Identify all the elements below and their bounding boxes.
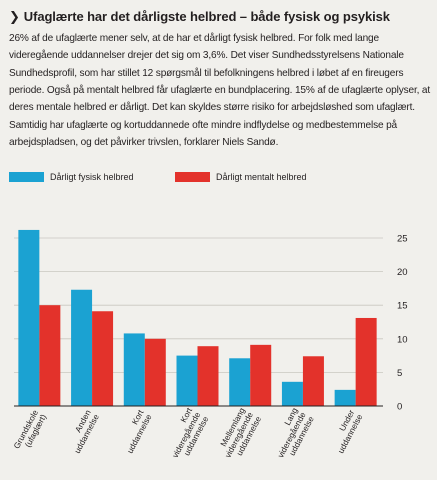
x-tick-label: Grundskole(ufaglært) bbox=[11, 408, 48, 455]
bar-mentalt bbox=[250, 344, 272, 406]
bar-mentalt bbox=[144, 338, 166, 406]
legend-item-fysisk: Dårligt fysisk helbred bbox=[9, 172, 134, 182]
y-tick-label: 25 bbox=[397, 234, 408, 245]
bar-fysisk bbox=[334, 389, 356, 406]
legend-swatch-fysisk bbox=[9, 172, 44, 182]
x-tick-label: Mellemlangvideregåendeuddannelse bbox=[214, 406, 263, 464]
bar-mentalt bbox=[39, 305, 61, 406]
headline: ❯ Ufaglærte har det dårligste helbred – b… bbox=[9, 9, 429, 25]
bar-fysisk bbox=[71, 289, 93, 406]
bar-mentalt bbox=[197, 346, 219, 406]
legend-label-mentalt: Dårligt mentalt helbred bbox=[216, 172, 307, 182]
legend-label-fysisk: Dårligt fysisk helbred bbox=[50, 172, 134, 182]
chevron-right-icon: ❯ bbox=[9, 9, 20, 24]
bar-mentalt bbox=[302, 356, 324, 406]
bar-mentalt bbox=[355, 317, 377, 406]
legend: Dårligt fysisk helbred Dårligt mentalt h… bbox=[0, 172, 437, 186]
headline-text: Ufaglærte har det dårligste helbred – bå… bbox=[23, 9, 390, 24]
y-tick-label: 5 bbox=[397, 368, 402, 379]
article-body: 26% af de ufaglærte mener selv, at de ha… bbox=[9, 33, 431, 149]
y-tick-label: 0 bbox=[397, 402, 402, 413]
y-tick-label: 20 bbox=[397, 267, 408, 278]
y-tick-label: 15 bbox=[397, 301, 408, 312]
x-tick-label: Underuddannelse bbox=[327, 408, 364, 455]
bar-fysisk bbox=[281, 381, 303, 406]
bar-fysisk bbox=[229, 358, 251, 406]
x-tick-label: Kortuddannelse bbox=[117, 407, 154, 455]
bar-fysisk bbox=[123, 333, 145, 406]
bar-mentalt bbox=[92, 311, 114, 406]
y-tick-label: 10 bbox=[397, 334, 408, 345]
legend-swatch-mentalt bbox=[175, 172, 210, 182]
bar-fysisk bbox=[18, 229, 40, 406]
bar-fysisk bbox=[176, 355, 198, 406]
x-tick-label: Kortvideregåendeuddannelse bbox=[162, 405, 211, 463]
x-tick-label: Langvideregåendeuddannelse bbox=[267, 406, 316, 464]
legend-item-mentalt: Dårligt mentalt helbred bbox=[175, 172, 307, 182]
x-tick-label: Andenuddannelse bbox=[64, 408, 101, 455]
